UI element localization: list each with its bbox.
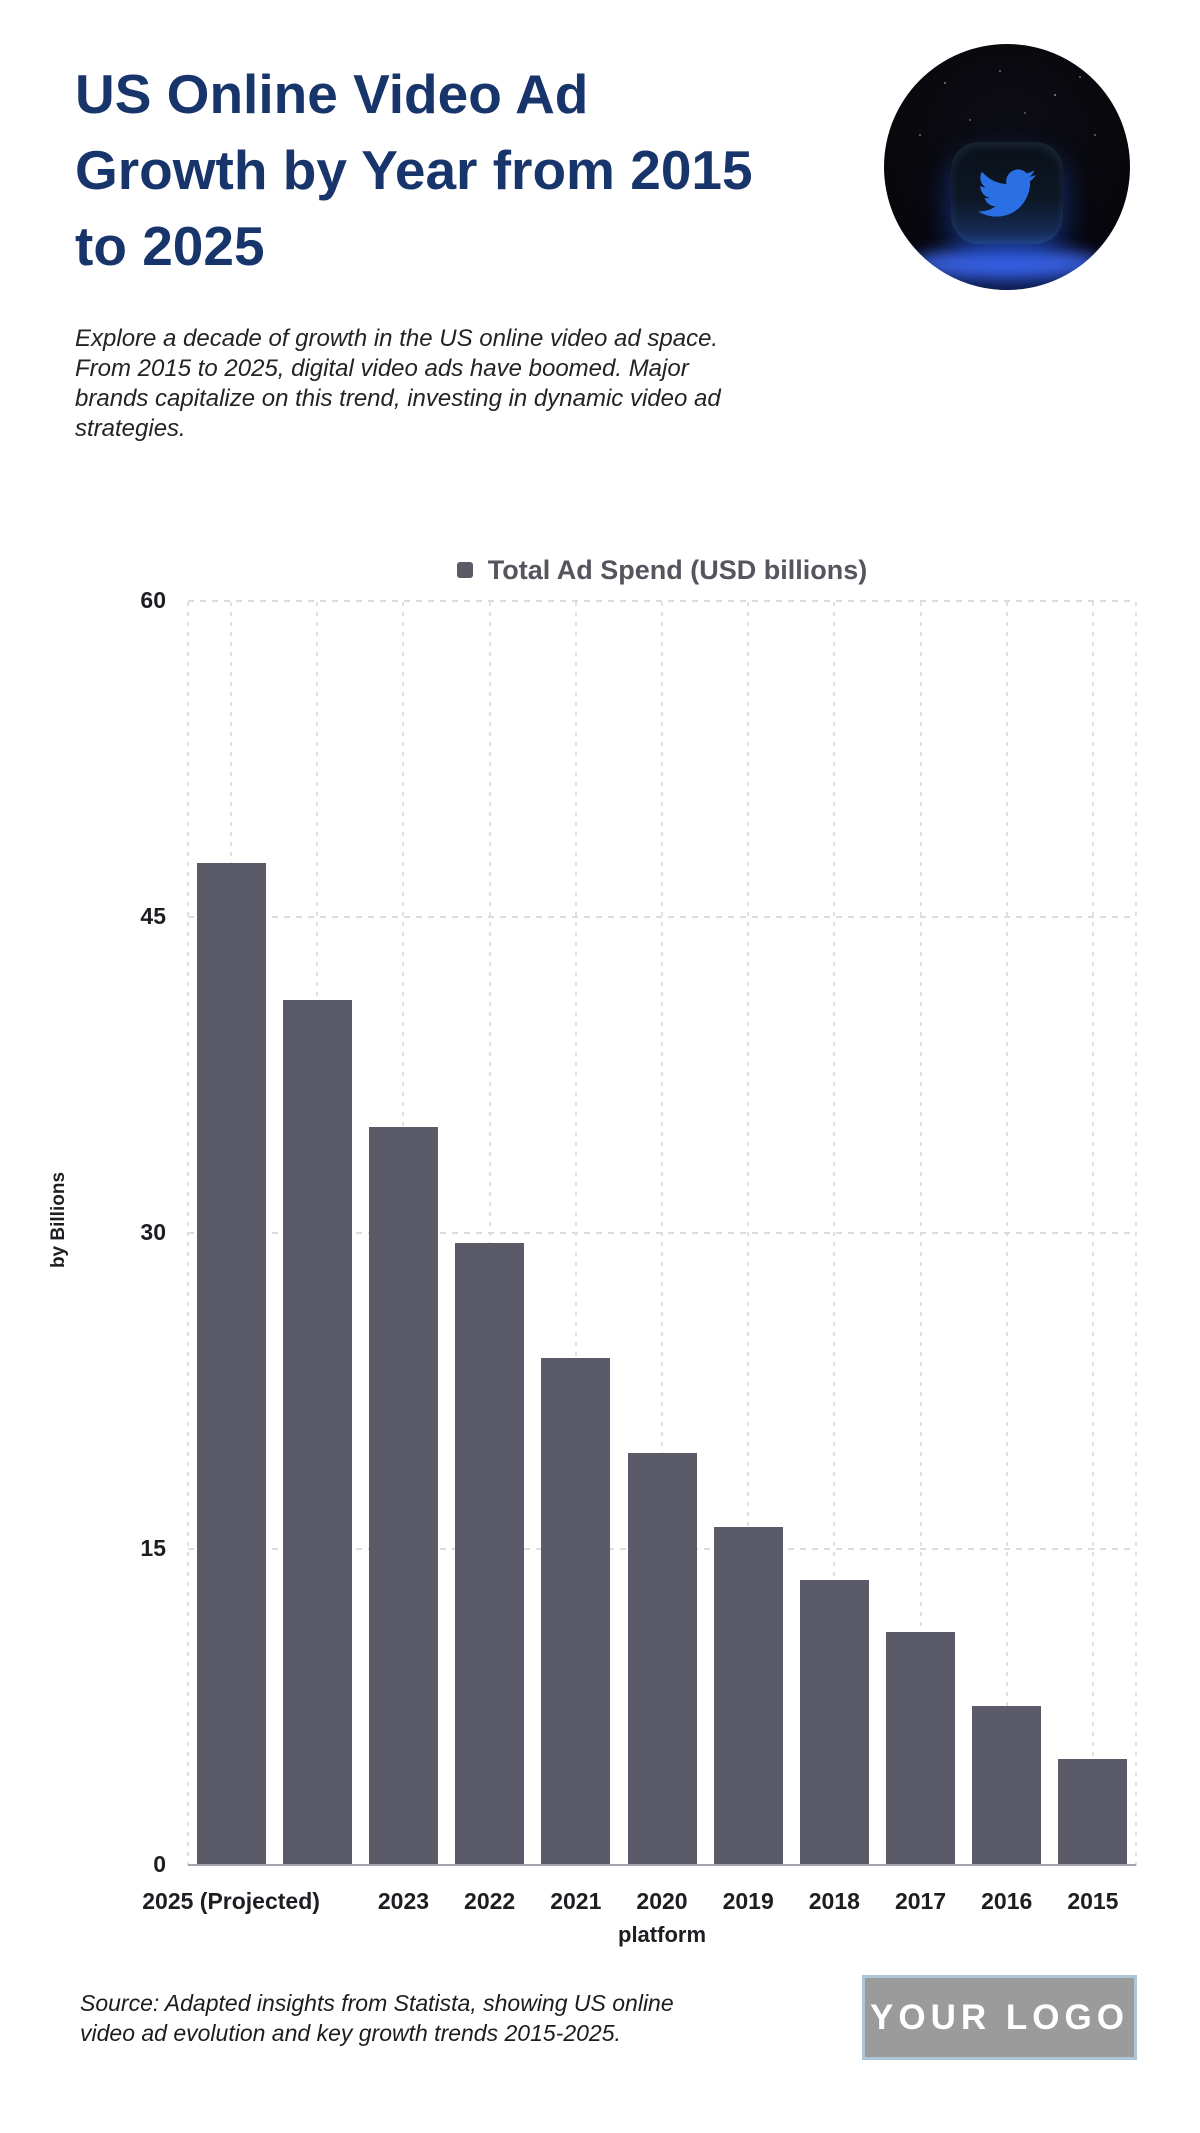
bar <box>541 1358 611 1864</box>
bar <box>972 1706 1042 1864</box>
x-tick-label: 2022 <box>464 1888 516 1914</box>
intro-paragraph: Explore a decade of growth in the US onl… <box>75 325 721 442</box>
y-tick-label: 15 <box>140 1535 166 1561</box>
bar <box>886 1632 956 1864</box>
twitter-photo-badge <box>884 44 1130 290</box>
x-tick-label: 2017 <box>894 1888 947 1914</box>
gridline-vertical <box>1135 602 1137 1866</box>
gridline-vertical <box>747 602 750 1866</box>
gridline-vertical <box>833 602 836 1866</box>
logo-placeholder-text: YOUR LOGO <box>870 1997 1129 2037</box>
gridline-vertical <box>488 602 491 1866</box>
bar <box>455 1242 525 1864</box>
logo-placeholder-box: YOUR LOGO <box>862 1975 1137 2060</box>
bar <box>368 1126 438 1864</box>
twitter-app-cube <box>951 142 1063 244</box>
legend-marker <box>456 562 473 578</box>
y-tick-label: 60 <box>140 587 166 613</box>
x-tick-label: 2015 <box>1067 1888 1119 1914</box>
bar <box>1058 1758 1128 1864</box>
chart-legend: Total Ad Spend (USD billions) <box>188 552 1136 588</box>
x-tick-label: 2023 <box>377 1888 430 1914</box>
x-axis-ticks: 2025 (Projected) 2023 2022 2021 2020 2019 2018… <box>142 1888 1136 1922</box>
gridline-vertical <box>187 602 189 1866</box>
x-axis-line <box>188 1864 1136 1866</box>
gridline-horizontal <box>188 600 1136 602</box>
y-tick-label: 45 <box>140 903 166 929</box>
gridline-vertical <box>1005 602 1008 1866</box>
gridline-vertical <box>919 602 922 1866</box>
x-axis-title: platform <box>618 1922 706 1947</box>
x-tick-label: 2021 <box>550 1888 602 1914</box>
x-tick-label: 2016 <box>981 1888 1033 1914</box>
gridline-horizontal <box>188 1232 1136 1234</box>
y-tick-label: 0 <box>153 1851 166 1877</box>
gridline-horizontal <box>188 916 1136 918</box>
y-tick-label: 30 <box>140 1219 166 1245</box>
legend-label: Total Ad Spend (USD billions) <box>487 554 868 585</box>
gridline-vertical <box>661 602 663 1866</box>
star-speckles <box>904 64 906 66</box>
floor-glow-core <box>912 250 1102 276</box>
gridline-vertical <box>1091 602 1094 1866</box>
bar <box>713 1526 783 1864</box>
gridline-vertical <box>574 602 577 1866</box>
y-axis-title: by Billions <box>48 1171 69 1269</box>
x-tick-label: 2020 <box>636 1888 688 1914</box>
bar <box>282 1000 352 1864</box>
bar <box>196 863 266 1864</box>
plot-area <box>187 600 1137 1866</box>
x-tick-label: 2025 (Projected) <box>142 1888 320 1914</box>
twitter-bird-icon <box>978 169 1036 217</box>
bar <box>799 1579 869 1864</box>
x-tick-label: 2019 <box>722 1888 774 1914</box>
source-note: Source: Adapted insights from Statista, … <box>80 1990 674 2046</box>
x-tick-label: 2018 <box>808 1888 860 1914</box>
bar <box>627 1453 697 1864</box>
page-title: US Online Video Ad Growth by Year from 2… <box>75 63 753 277</box>
